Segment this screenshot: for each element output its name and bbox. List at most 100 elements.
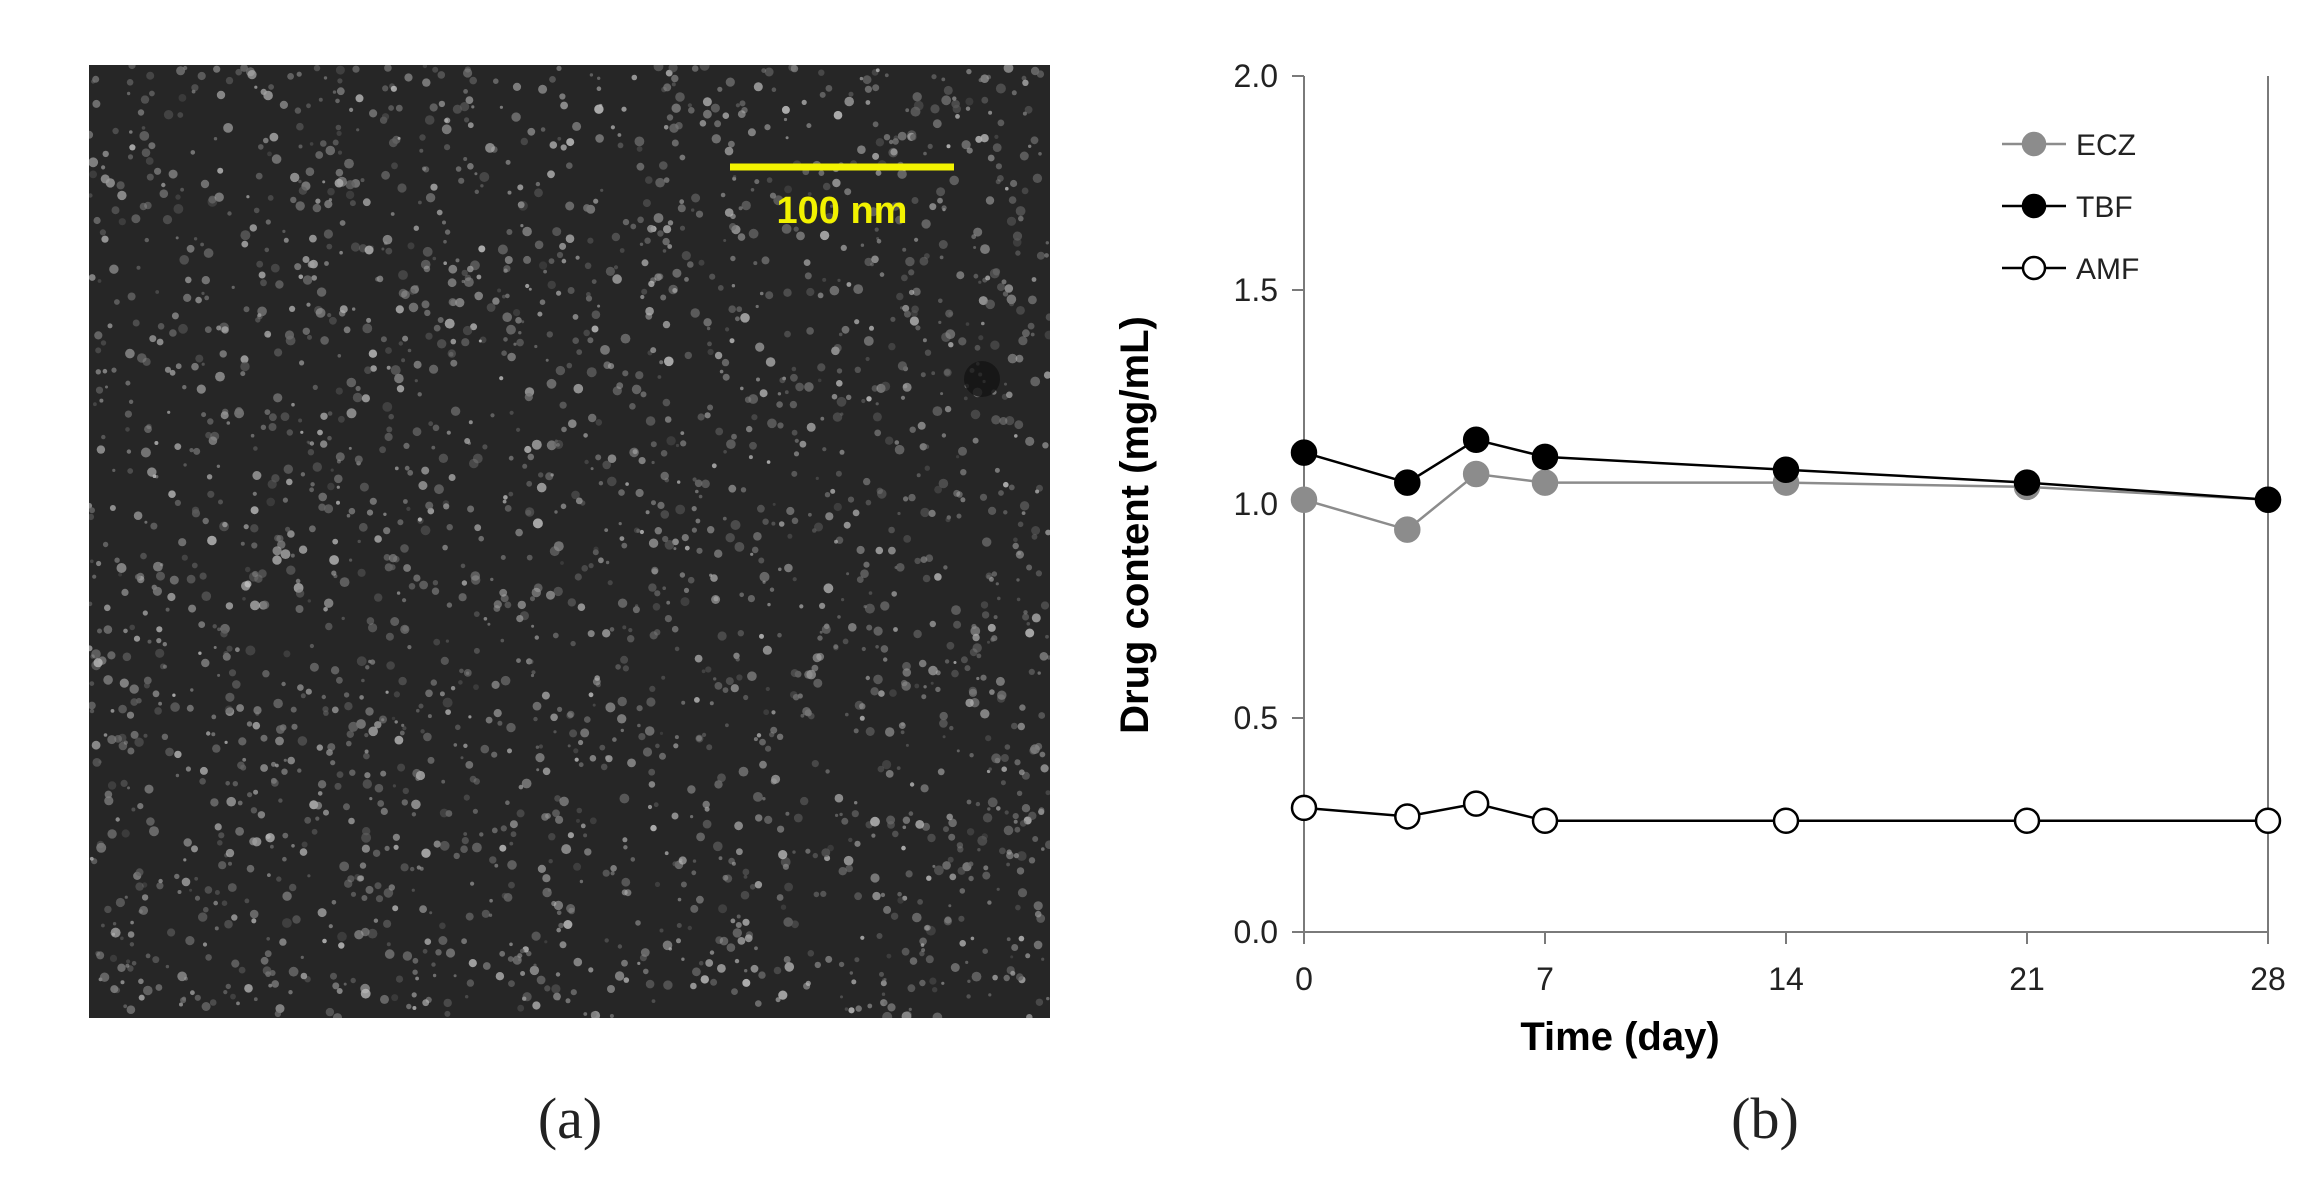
particle [584, 848, 592, 856]
particle [404, 465, 410, 471]
particle [965, 960, 969, 965]
particle [109, 505, 116, 511]
particle [919, 950, 925, 957]
particle [646, 697, 656, 707]
particle [368, 623, 378, 633]
particle [729, 338, 735, 344]
particle [333, 1013, 342, 1018]
series-tbf [1290, 426, 2282, 513]
particle [240, 355, 249, 364]
particle [985, 196, 995, 205]
particle [1033, 901, 1043, 911]
particle [875, 170, 882, 176]
particle [309, 643, 314, 649]
particle [1012, 231, 1023, 241]
particle [399, 730, 405, 736]
particle [751, 414, 758, 421]
particle [186, 704, 194, 712]
particle [917, 899, 923, 905]
particle [887, 821, 895, 829]
particle [854, 366, 861, 373]
particle [302, 275, 313, 285]
particle [499, 376, 504, 381]
particle [622, 370, 629, 377]
particle [282, 229, 286, 233]
particle [946, 515, 951, 520]
particle [764, 67, 774, 77]
particle [818, 170, 825, 176]
particle [168, 169, 178, 179]
particle [806, 327, 814, 335]
particle [640, 294, 645, 300]
particle [286, 565, 296, 575]
particle [920, 507, 930, 518]
particle [458, 177, 465, 184]
particle [522, 226, 532, 237]
particle [422, 246, 433, 257]
particle [385, 247, 393, 255]
particle [763, 709, 770, 716]
particle [280, 549, 291, 559]
particle [390, 617, 400, 626]
particle [110, 709, 115, 713]
particle [512, 82, 522, 91]
particle [587, 237, 594, 244]
particle [290, 196, 297, 204]
particle [943, 565, 948, 570]
particle [412, 768, 422, 778]
particle [388, 105, 394, 111]
particle [970, 409, 981, 420]
particle [791, 517, 799, 525]
particle [190, 150, 196, 155]
particle [805, 848, 811, 854]
particle [865, 356, 870, 362]
particle [250, 600, 260, 611]
particle [464, 117, 470, 123]
particle [732, 176, 737, 181]
particle [237, 761, 245, 770]
particle [969, 753, 974, 758]
particle [400, 544, 409, 553]
particle [297, 736, 308, 746]
particle [721, 358, 730, 367]
particle [339, 577, 350, 587]
particle [313, 65, 321, 72]
particle [663, 980, 673, 990]
particle [327, 743, 336, 752]
particle [878, 690, 885, 697]
particle [167, 592, 176, 602]
particle [205, 431, 212, 439]
particle [517, 600, 526, 610]
particle [1026, 1014, 1033, 1018]
particle [550, 713, 558, 722]
particle [591, 310, 601, 319]
particle [875, 138, 885, 147]
particle [794, 438, 799, 443]
particle [499, 844, 507, 852]
particle [622, 837, 628, 843]
particle [504, 505, 512, 512]
particle [331, 706, 339, 714]
particle [932, 406, 943, 416]
particle [1045, 241, 1049, 245]
particle [191, 562, 198, 569]
particle [152, 956, 160, 964]
particle [335, 65, 345, 75]
series-tbf-point [1462, 426, 1490, 454]
particle [835, 813, 839, 818]
particle [231, 285, 235, 289]
particle [671, 74, 679, 83]
particle [217, 627, 221, 632]
particle [448, 351, 454, 357]
particle [401, 723, 405, 728]
particle [527, 453, 535, 461]
series-amf-point [1772, 807, 1800, 834]
particle [92, 574, 97, 579]
particle [433, 324, 441, 332]
particle [306, 302, 311, 307]
particle [545, 358, 549, 362]
particle [780, 857, 791, 867]
particle [948, 342, 954, 348]
particle [226, 645, 233, 652]
particle [919, 937, 927, 946]
